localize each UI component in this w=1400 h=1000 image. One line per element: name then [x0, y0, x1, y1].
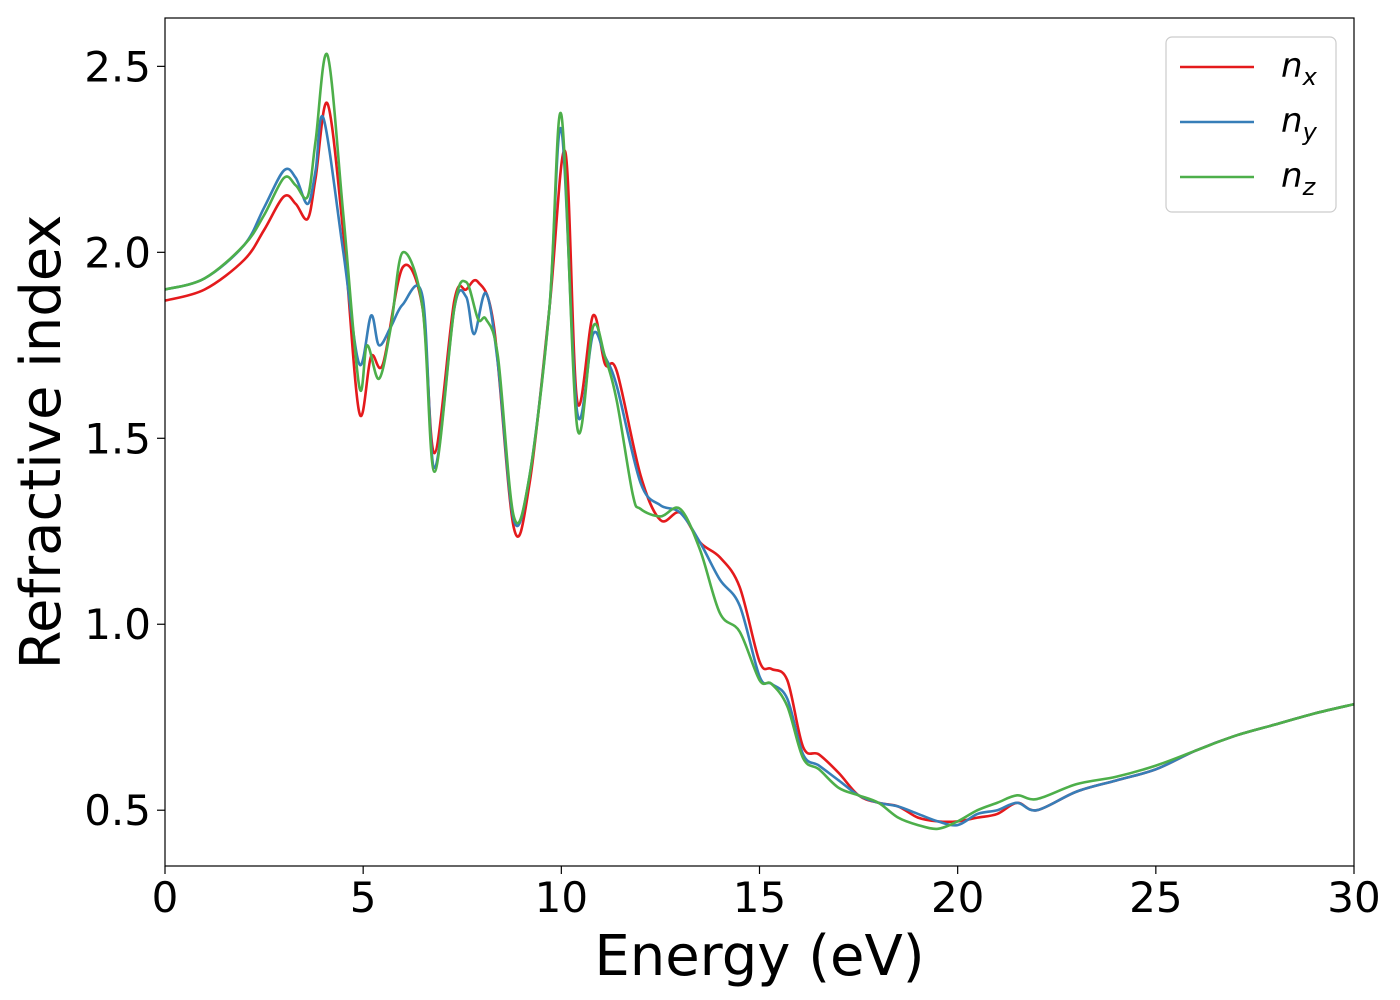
y-tick-label: 0.5 — [84, 786, 151, 835]
legend-label-subscript: y — [1302, 118, 1318, 146]
legend-label: nx — [1281, 46, 1318, 91]
legend-label-base: n — [1281, 101, 1303, 141]
axes-frame — [164, 17, 1355, 867]
series-line-z — [165, 52, 1354, 831]
x-tick-label: 0 — [152, 873, 179, 922]
legend-label: ny — [1281, 101, 1318, 146]
y-tick-label: 2.5 — [84, 42, 151, 91]
legend-box — [1165, 36, 1337, 213]
legend-label: nz — [1281, 156, 1317, 201]
legend-label-subscript: x — [1302, 63, 1318, 91]
series-line-x — [165, 101, 1354, 824]
x-tick-label: 30 — [1327, 873, 1380, 922]
x-tick-label: 15 — [733, 873, 786, 922]
x-axis-label: Energy (eV) — [594, 924, 924, 989]
legend-label-base: n — [1281, 46, 1303, 86]
y-axis-ticks: 0.5 1.0 1.5 2.0 2.5 — [84, 42, 165, 835]
legend-label-subscript: z — [1302, 173, 1317, 201]
y-tick-label: 1.0 — [84, 600, 151, 649]
x-tick-label: 5 — [350, 873, 377, 922]
y-tick-label: 1.5 — [84, 414, 151, 463]
x-tick-label: 10 — [535, 873, 588, 922]
y-axis-label: Refractive index — [9, 215, 74, 670]
plot-area — [165, 52, 1354, 831]
y-tick-label: 2.0 — [84, 228, 151, 277]
legend-label-base: n — [1281, 156, 1303, 196]
x-tick-label: 25 — [1129, 873, 1182, 922]
x-axis-ticks: 0 5 10 15 20 25 30 — [152, 866, 1381, 922]
series-line-y — [165, 114, 1354, 827]
x-tick-label: 20 — [931, 873, 984, 922]
